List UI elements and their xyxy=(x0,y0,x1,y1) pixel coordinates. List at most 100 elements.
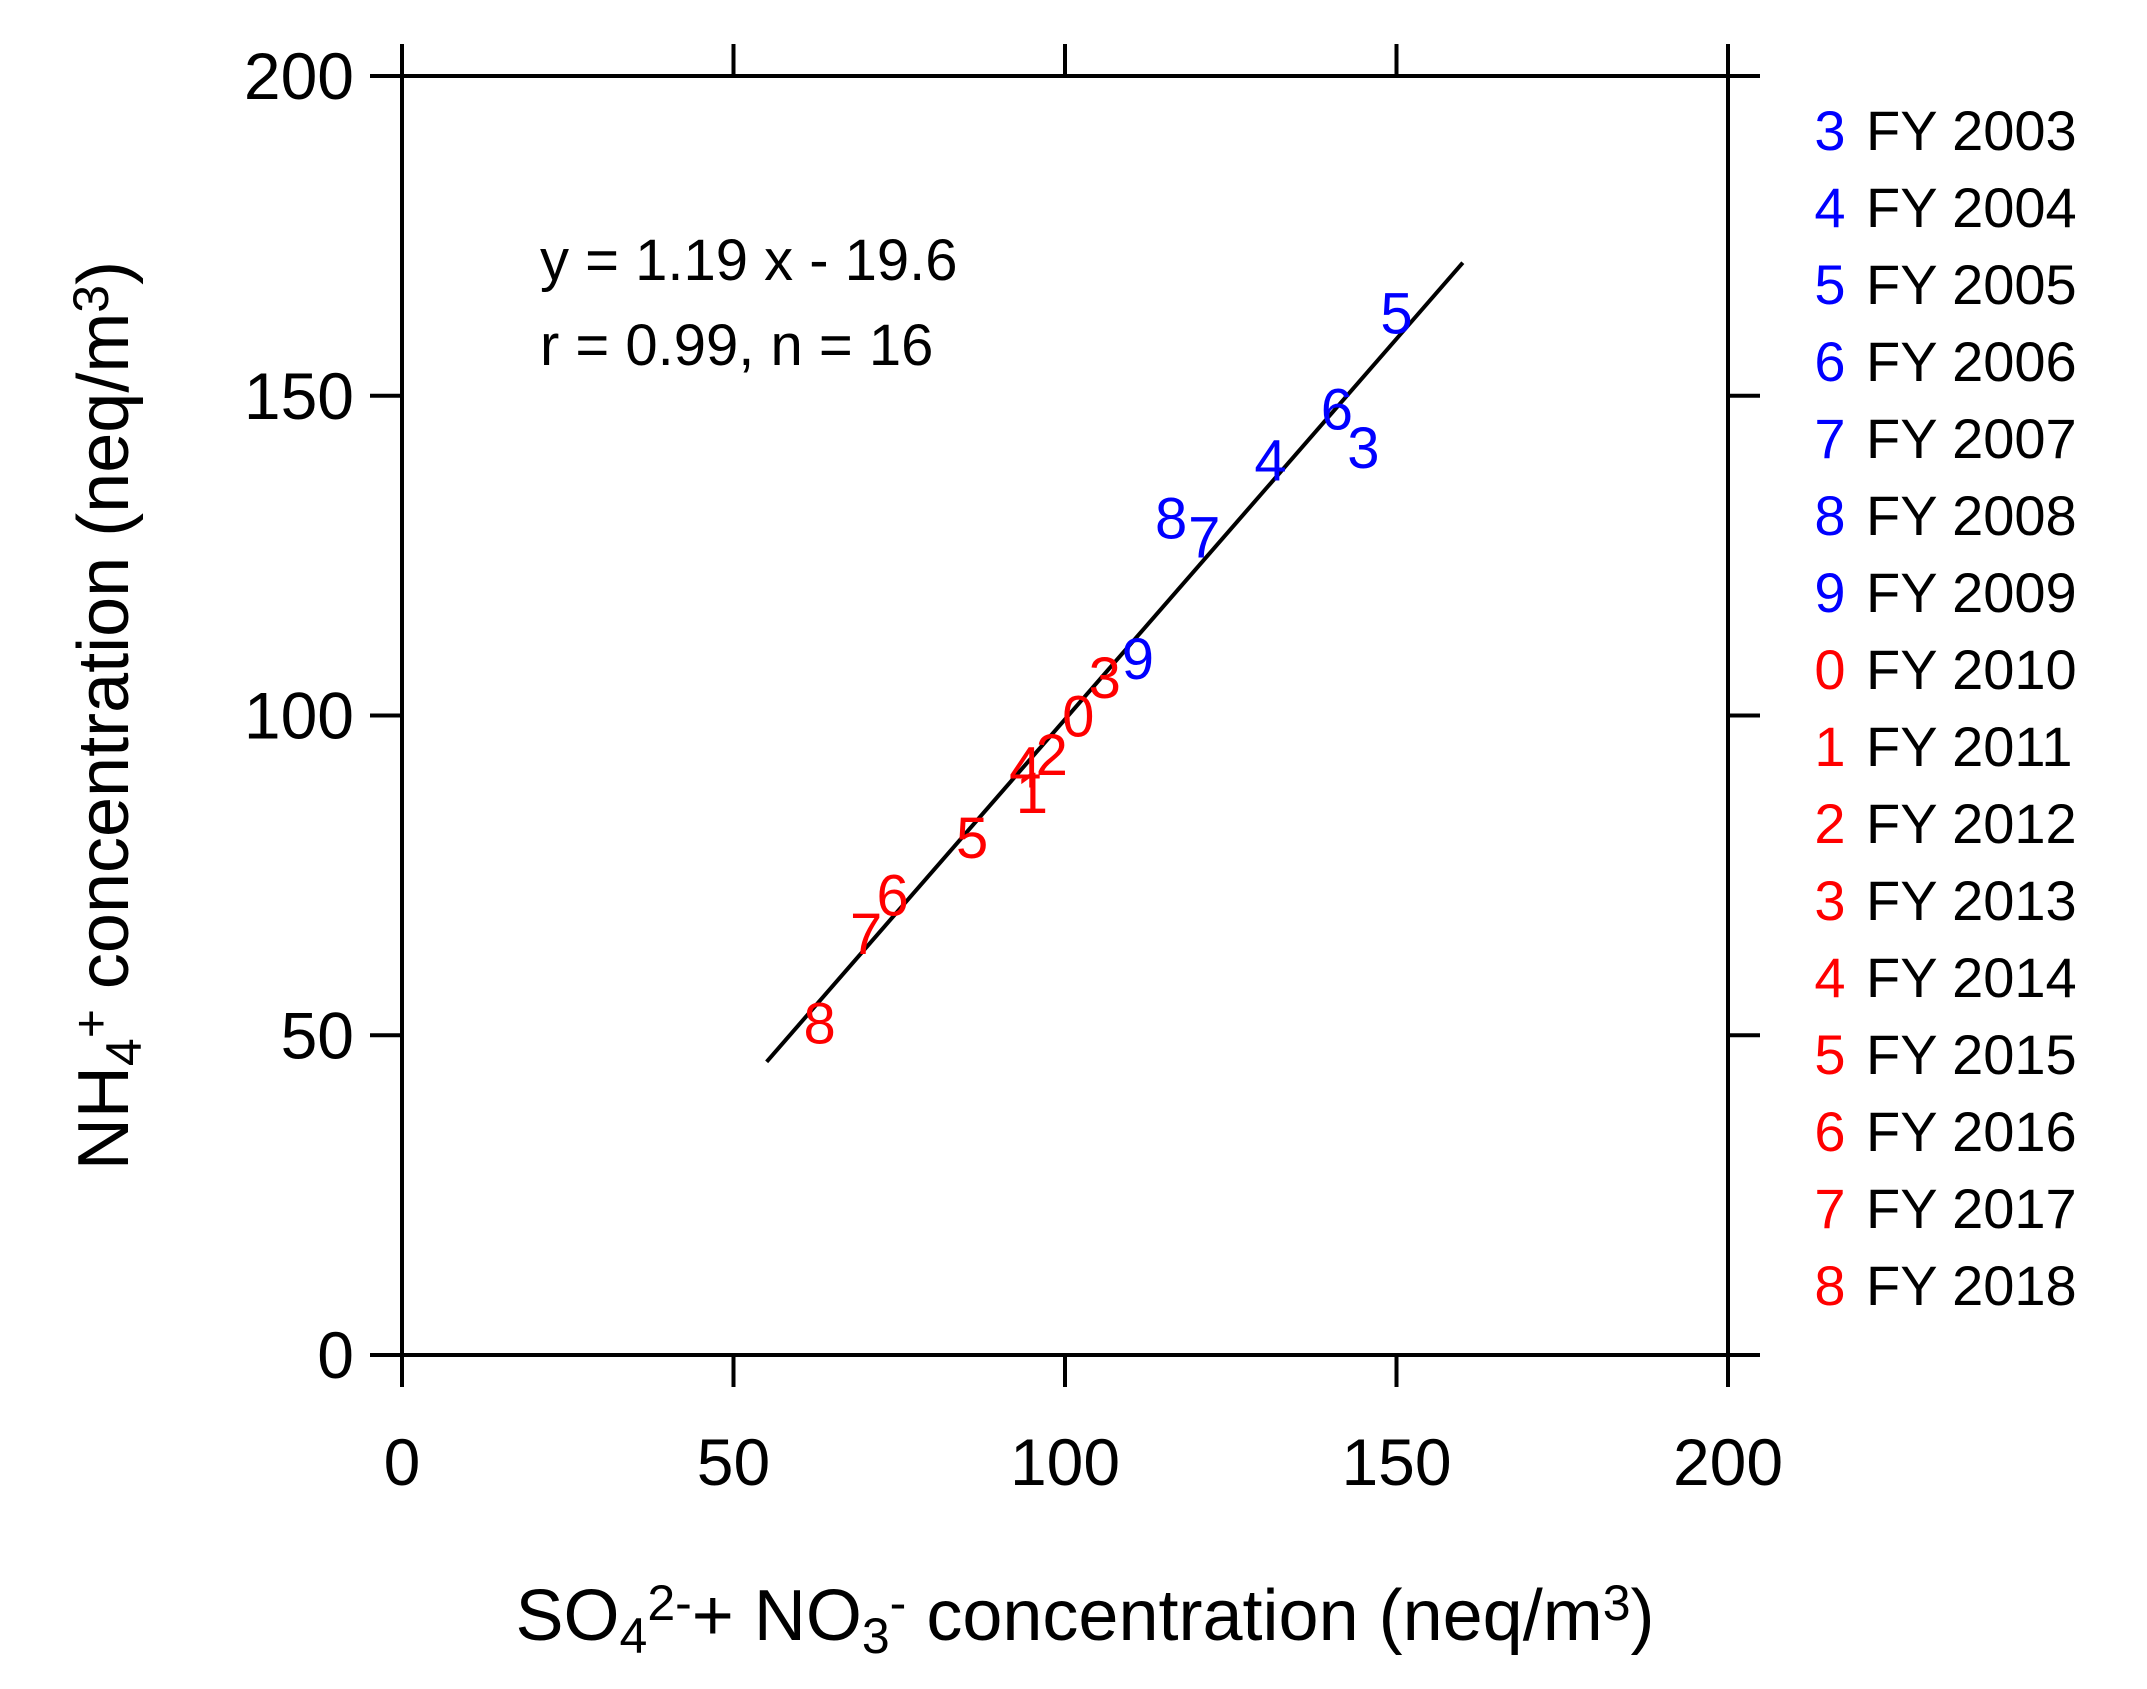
axis-title-part: 4 xyxy=(620,1608,648,1664)
axis-title-part: 4 xyxy=(96,1038,152,1066)
data-point: 5 xyxy=(1380,282,1412,347)
legend-label: FY 2014 xyxy=(1866,946,2077,1009)
data-point: 3 xyxy=(1089,646,1121,711)
legend-label: FY 2005 xyxy=(1866,253,2077,316)
x-tick-label: 50 xyxy=(697,1425,770,1499)
legend-label: FY 2018 xyxy=(1866,1254,2077,1317)
data-point: 1 xyxy=(1016,761,1048,826)
legend-item: 6 FY 2016 xyxy=(1814,1100,2076,1163)
data-point: 7 xyxy=(850,902,882,967)
legend-label: FY 2006 xyxy=(1866,330,2077,393)
legend-label: FY 2012 xyxy=(1866,792,2077,855)
legend-marker: 3 xyxy=(1814,99,1845,162)
data-point: 4 xyxy=(1254,429,1286,494)
y-tick-label: 0 xyxy=(317,1318,354,1392)
axis-title-part: ) xyxy=(1631,1576,1655,1656)
legend-item: 3 FY 2013 xyxy=(1814,869,2076,932)
data-point: 6 xyxy=(1321,378,1353,443)
axis-title-part: NH xyxy=(64,1066,144,1170)
legend-item: 0 FY 2010 xyxy=(1814,638,2076,701)
regression-equation: y = 1.19 x - 19.6 xyxy=(540,228,958,293)
axis-title-part: SO xyxy=(515,1576,619,1656)
legend-label: FY 2009 xyxy=(1866,561,2077,624)
regression-annotations: y = 1.19 x - 19.6 r = 0.99, n = 16 xyxy=(540,228,958,378)
legend-marker: 1 xyxy=(1814,715,1845,778)
legend-item: 9 FY 2009 xyxy=(1814,561,2076,624)
axis-title-part: + xyxy=(63,1009,119,1038)
legend-label: FY 2015 xyxy=(1866,1023,2077,1086)
axis-title-part: ) xyxy=(64,261,144,285)
data-point: 5 xyxy=(956,806,988,871)
legend-marker: 6 xyxy=(1814,330,1845,393)
data-point: 8 xyxy=(804,991,836,1056)
legend-item: 5 FY 2005 xyxy=(1814,253,2076,316)
x-tick-label: 150 xyxy=(1341,1425,1451,1499)
legend-marker: 0 xyxy=(1814,638,1845,701)
axis-title-part: 2- xyxy=(647,1575,691,1631)
legend: 3 FY 2003 4 FY 2004 5 FY 2005 6 FY 2006 7 FY 2007… xyxy=(1814,99,2076,1317)
axis-title-part: concentration (neq/m xyxy=(906,1576,1602,1656)
legend-marker: 6 xyxy=(1814,1100,1845,1163)
legend-item: 4 FY 2004 xyxy=(1814,176,2076,239)
legend-marker: 7 xyxy=(1814,407,1845,470)
legend-label: FY 2011 xyxy=(1866,715,2073,778)
legend-label: FY 2010 xyxy=(1866,638,2077,701)
axis-title-part: 3 xyxy=(1603,1575,1631,1631)
x-tick-label: 100 xyxy=(1010,1425,1120,1499)
axis-title-part: 3 xyxy=(63,285,119,313)
legend-label: FY 2016 xyxy=(1866,1100,2077,1163)
x-tick-label: 0 xyxy=(384,1425,421,1499)
legend-label: FY 2013 xyxy=(1866,869,2077,932)
legend-item: 7 FY 2007 xyxy=(1814,407,2076,470)
legend-item: 5 FY 2015 xyxy=(1814,1023,2076,1086)
legend-label: FY 2017 xyxy=(1866,1177,2077,1240)
legend-marker: 5 xyxy=(1814,253,1845,316)
axis-title-part: 3 xyxy=(862,1608,890,1664)
axis-title-part: - xyxy=(890,1575,907,1631)
legend-marker: 9 xyxy=(1814,561,1845,624)
data-point: 8 xyxy=(1155,486,1187,551)
legend-marker: 7 xyxy=(1814,1177,1845,1240)
axis-title-part: concentration (neq/m xyxy=(64,313,144,1009)
x-tick-label: 200 xyxy=(1673,1425,1783,1499)
legend-item: 2 FY 2012 xyxy=(1814,792,2076,855)
data-point: 9 xyxy=(1122,627,1154,692)
data-point: 6 xyxy=(876,864,908,929)
legend-item: 3 FY 2003 xyxy=(1814,99,2076,162)
legend-label: FY 2004 xyxy=(1866,176,2077,239)
legend-item: 8 FY 2008 xyxy=(1814,484,2076,547)
legend-item: 8 FY 2018 xyxy=(1814,1254,2076,1317)
data-point: 2 xyxy=(1036,723,1068,788)
legend-marker: 3 xyxy=(1814,869,1845,932)
y-tick-label: 150 xyxy=(244,359,354,433)
legend-marker: 5 xyxy=(1814,1023,1845,1086)
legend-marker: 8 xyxy=(1814,1254,1845,1317)
legend-label: FY 2007 xyxy=(1866,407,2077,470)
y-tick-label: 100 xyxy=(244,679,354,753)
legend-marker: 2 xyxy=(1814,792,1845,855)
x-axis-title: SO42-+ NO3- concentration (neq/m3) xyxy=(515,1575,1654,1664)
legend-item: 1 FY 2011 xyxy=(1814,715,2072,778)
data-point: 4 xyxy=(1009,736,1041,801)
legend-item: 6 FY 2006 xyxy=(1814,330,2076,393)
y-tick-label: 200 xyxy=(244,39,354,113)
axis-title-part: + NO xyxy=(692,1576,862,1656)
legend-label: FY 2003 xyxy=(1866,99,2077,162)
data-point: 3 xyxy=(1347,416,1379,481)
data-point: 7 xyxy=(1188,505,1220,570)
data-point: 0 xyxy=(1062,685,1094,750)
legend-item: 7 FY 2017 xyxy=(1814,1177,2076,1240)
regression-line xyxy=(765,261,1465,1064)
legend-marker: 4 xyxy=(1814,946,1845,1009)
legend-marker: 8 xyxy=(1814,484,1845,547)
legend-item: 4 FY 2014 xyxy=(1814,946,2076,1009)
y-axis-title: NH4+ concentration (neq/m3) xyxy=(63,261,152,1170)
y-tick-label: 50 xyxy=(281,998,354,1072)
regression-line-layer xyxy=(765,261,1465,1064)
legend-marker: 4 xyxy=(1814,176,1845,239)
regression-stats: r = 0.99, n = 16 xyxy=(540,313,933,378)
plot-frame xyxy=(370,44,1760,1387)
